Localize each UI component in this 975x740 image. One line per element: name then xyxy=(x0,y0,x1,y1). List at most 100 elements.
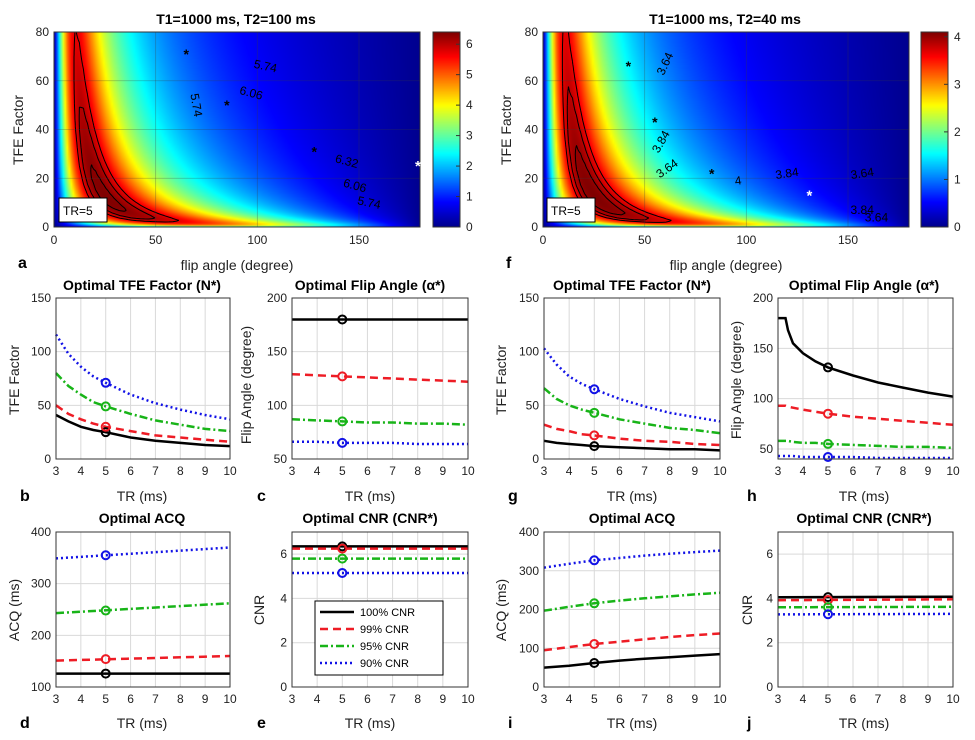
x-tick-label: 7 xyxy=(641,692,648,706)
y-tick-label: 100 xyxy=(519,641,539,655)
series-line-95 xyxy=(543,387,721,435)
x-tick-label: 4 xyxy=(314,692,321,706)
panel-i-title: Optimal ACQ xyxy=(589,510,676,526)
x-tick-label: 9 xyxy=(692,692,699,706)
contour-label: 6.06 xyxy=(342,176,368,196)
x-tick-label: 8 xyxy=(666,464,673,478)
tr5-marker-95 xyxy=(337,416,348,427)
tr-annotation-f-box xyxy=(546,197,596,223)
global-optimum-white-marker: * xyxy=(806,187,812,204)
series-line-99 xyxy=(55,654,231,662)
contour-label: 4 xyxy=(734,173,743,188)
contour-line-3-84 xyxy=(566,86,650,221)
x-tick-label: 5 xyxy=(339,464,346,478)
tr5-marker-90 xyxy=(589,555,600,566)
x-tick-label: 6 xyxy=(127,464,134,478)
heatmap-a-ylabel: TFE Factor xyxy=(10,95,26,165)
plot-b-background xyxy=(56,298,230,459)
panel-j: Optimal CNR (CNR*) 3 4 5 6 7 8 9 10 0 2 4 6 TR (ms)… xyxy=(739,510,960,732)
panel-b-title: Optimal TFE Factor (N*) xyxy=(63,277,221,293)
x-tick-label: 5 xyxy=(102,692,109,706)
x-tick-label: 8 xyxy=(414,692,421,706)
plot-c-ylabel: Flip Angle (degree) xyxy=(238,326,254,444)
tr5-marker-100 xyxy=(589,657,600,668)
optimum-star-marker: * xyxy=(224,97,230,113)
y-tick-label: 0 xyxy=(280,680,287,694)
x-tick-label: 7 xyxy=(152,464,159,478)
x-tick-label: 4 xyxy=(78,464,85,478)
colorbar-f-tick-label: 4 xyxy=(954,30,961,44)
plot-d-xlabel: TR (ms) xyxy=(117,715,168,731)
x-tick-label: 5 xyxy=(825,464,832,478)
colorbar-a-frame xyxy=(432,31,461,228)
tr5-marker-90 xyxy=(337,567,348,578)
x-tick-label: 8 xyxy=(900,464,907,478)
x-tick-label: 3 xyxy=(775,464,782,478)
series-line-100 xyxy=(777,595,954,599)
plot-h: 3 4 5 6 7 8 9 10 50 100 150 200 xyxy=(753,291,960,478)
contour-label: 5.74 xyxy=(253,57,279,76)
x-tick-label: 5 xyxy=(102,464,109,478)
x-tick-label: 6 xyxy=(850,464,857,478)
x-tick-label: 3 xyxy=(289,464,296,478)
y-tick-label: 50 xyxy=(526,398,540,412)
y-tick-label: 0 xyxy=(532,452,539,466)
x-tick-label: 7 xyxy=(875,464,882,478)
y-tick-label: 150 xyxy=(753,341,773,355)
y-tick-label: 150 xyxy=(267,345,287,359)
heatmap-a-xlabel: flip angle (degree) xyxy=(181,257,294,273)
plot-e-frame xyxy=(291,531,469,688)
colorbar-a-tick-label: 5 xyxy=(466,68,473,82)
series-line-99 xyxy=(778,404,954,427)
y-tick-label: 60 xyxy=(36,74,50,88)
series-line-99 xyxy=(777,598,954,602)
plot-e-ylabel: CNR xyxy=(251,595,267,625)
contour-label: 5.74 xyxy=(356,193,382,212)
tr5-marker-95 xyxy=(100,401,111,412)
contour-label: 3.64 xyxy=(850,165,875,182)
colorbar-f-tick-label: 2 xyxy=(954,125,961,139)
plot-j: 3 4 5 6 7 8 9 10 0 2 4 6 xyxy=(766,531,960,706)
y-tick-label: 4 xyxy=(280,591,287,605)
tr5-marker-99 xyxy=(589,430,600,441)
legend-label-100: 100% CNR xyxy=(360,607,415,619)
x-tick-label: 6 xyxy=(364,692,371,706)
y-tick-label: 50 xyxy=(760,442,774,456)
series-line-100 xyxy=(55,413,231,448)
x-tick-label: 10 xyxy=(461,464,475,478)
contour-line-6-32 xyxy=(90,164,127,212)
x-tick-label: 4 xyxy=(800,692,807,706)
y-tick-label: 2 xyxy=(280,636,287,650)
x-tick-label: 4 xyxy=(566,464,573,478)
tr5-marker-95 xyxy=(100,605,111,616)
heatmap-f-contours xyxy=(561,32,672,223)
x-tick-label: 3 xyxy=(289,692,296,706)
series-line-95 xyxy=(543,591,721,612)
series-line-99 xyxy=(543,632,721,652)
plot-j-frame xyxy=(777,531,954,688)
tr-annotation-a: TR=5 xyxy=(63,204,93,218)
x-tick-label: 100 xyxy=(247,233,267,247)
series-line-100 xyxy=(543,439,721,452)
x-tick-label: 3 xyxy=(541,692,548,706)
panel-label-g: g xyxy=(508,488,518,505)
y-tick-label: 100 xyxy=(267,398,287,412)
series-line-99 xyxy=(55,404,231,444)
series-line-100 xyxy=(778,316,954,398)
x-tick-label: 5 xyxy=(591,692,598,706)
contour-line-3-64 xyxy=(561,32,672,223)
colorbar-a-tick-label: 0 xyxy=(466,220,473,234)
panel-f-title: T1=1000 ms, T2=40 ms xyxy=(649,11,801,27)
colorbar-a-tick-label: 6 xyxy=(466,37,473,51)
y-tick-label: 0 xyxy=(531,220,538,234)
panel-label-f: f xyxy=(506,255,512,272)
panel-d-title: Optimal ACQ xyxy=(99,510,186,526)
x-tick-label: 3 xyxy=(53,692,60,706)
y-tick-label: 80 xyxy=(525,25,539,39)
x-tick-label: 10 xyxy=(713,692,727,706)
plot-j-xlabel: TR (ms) xyxy=(839,715,890,731)
heatmap-a-image xyxy=(54,32,420,227)
plot-c-frame xyxy=(291,297,469,460)
